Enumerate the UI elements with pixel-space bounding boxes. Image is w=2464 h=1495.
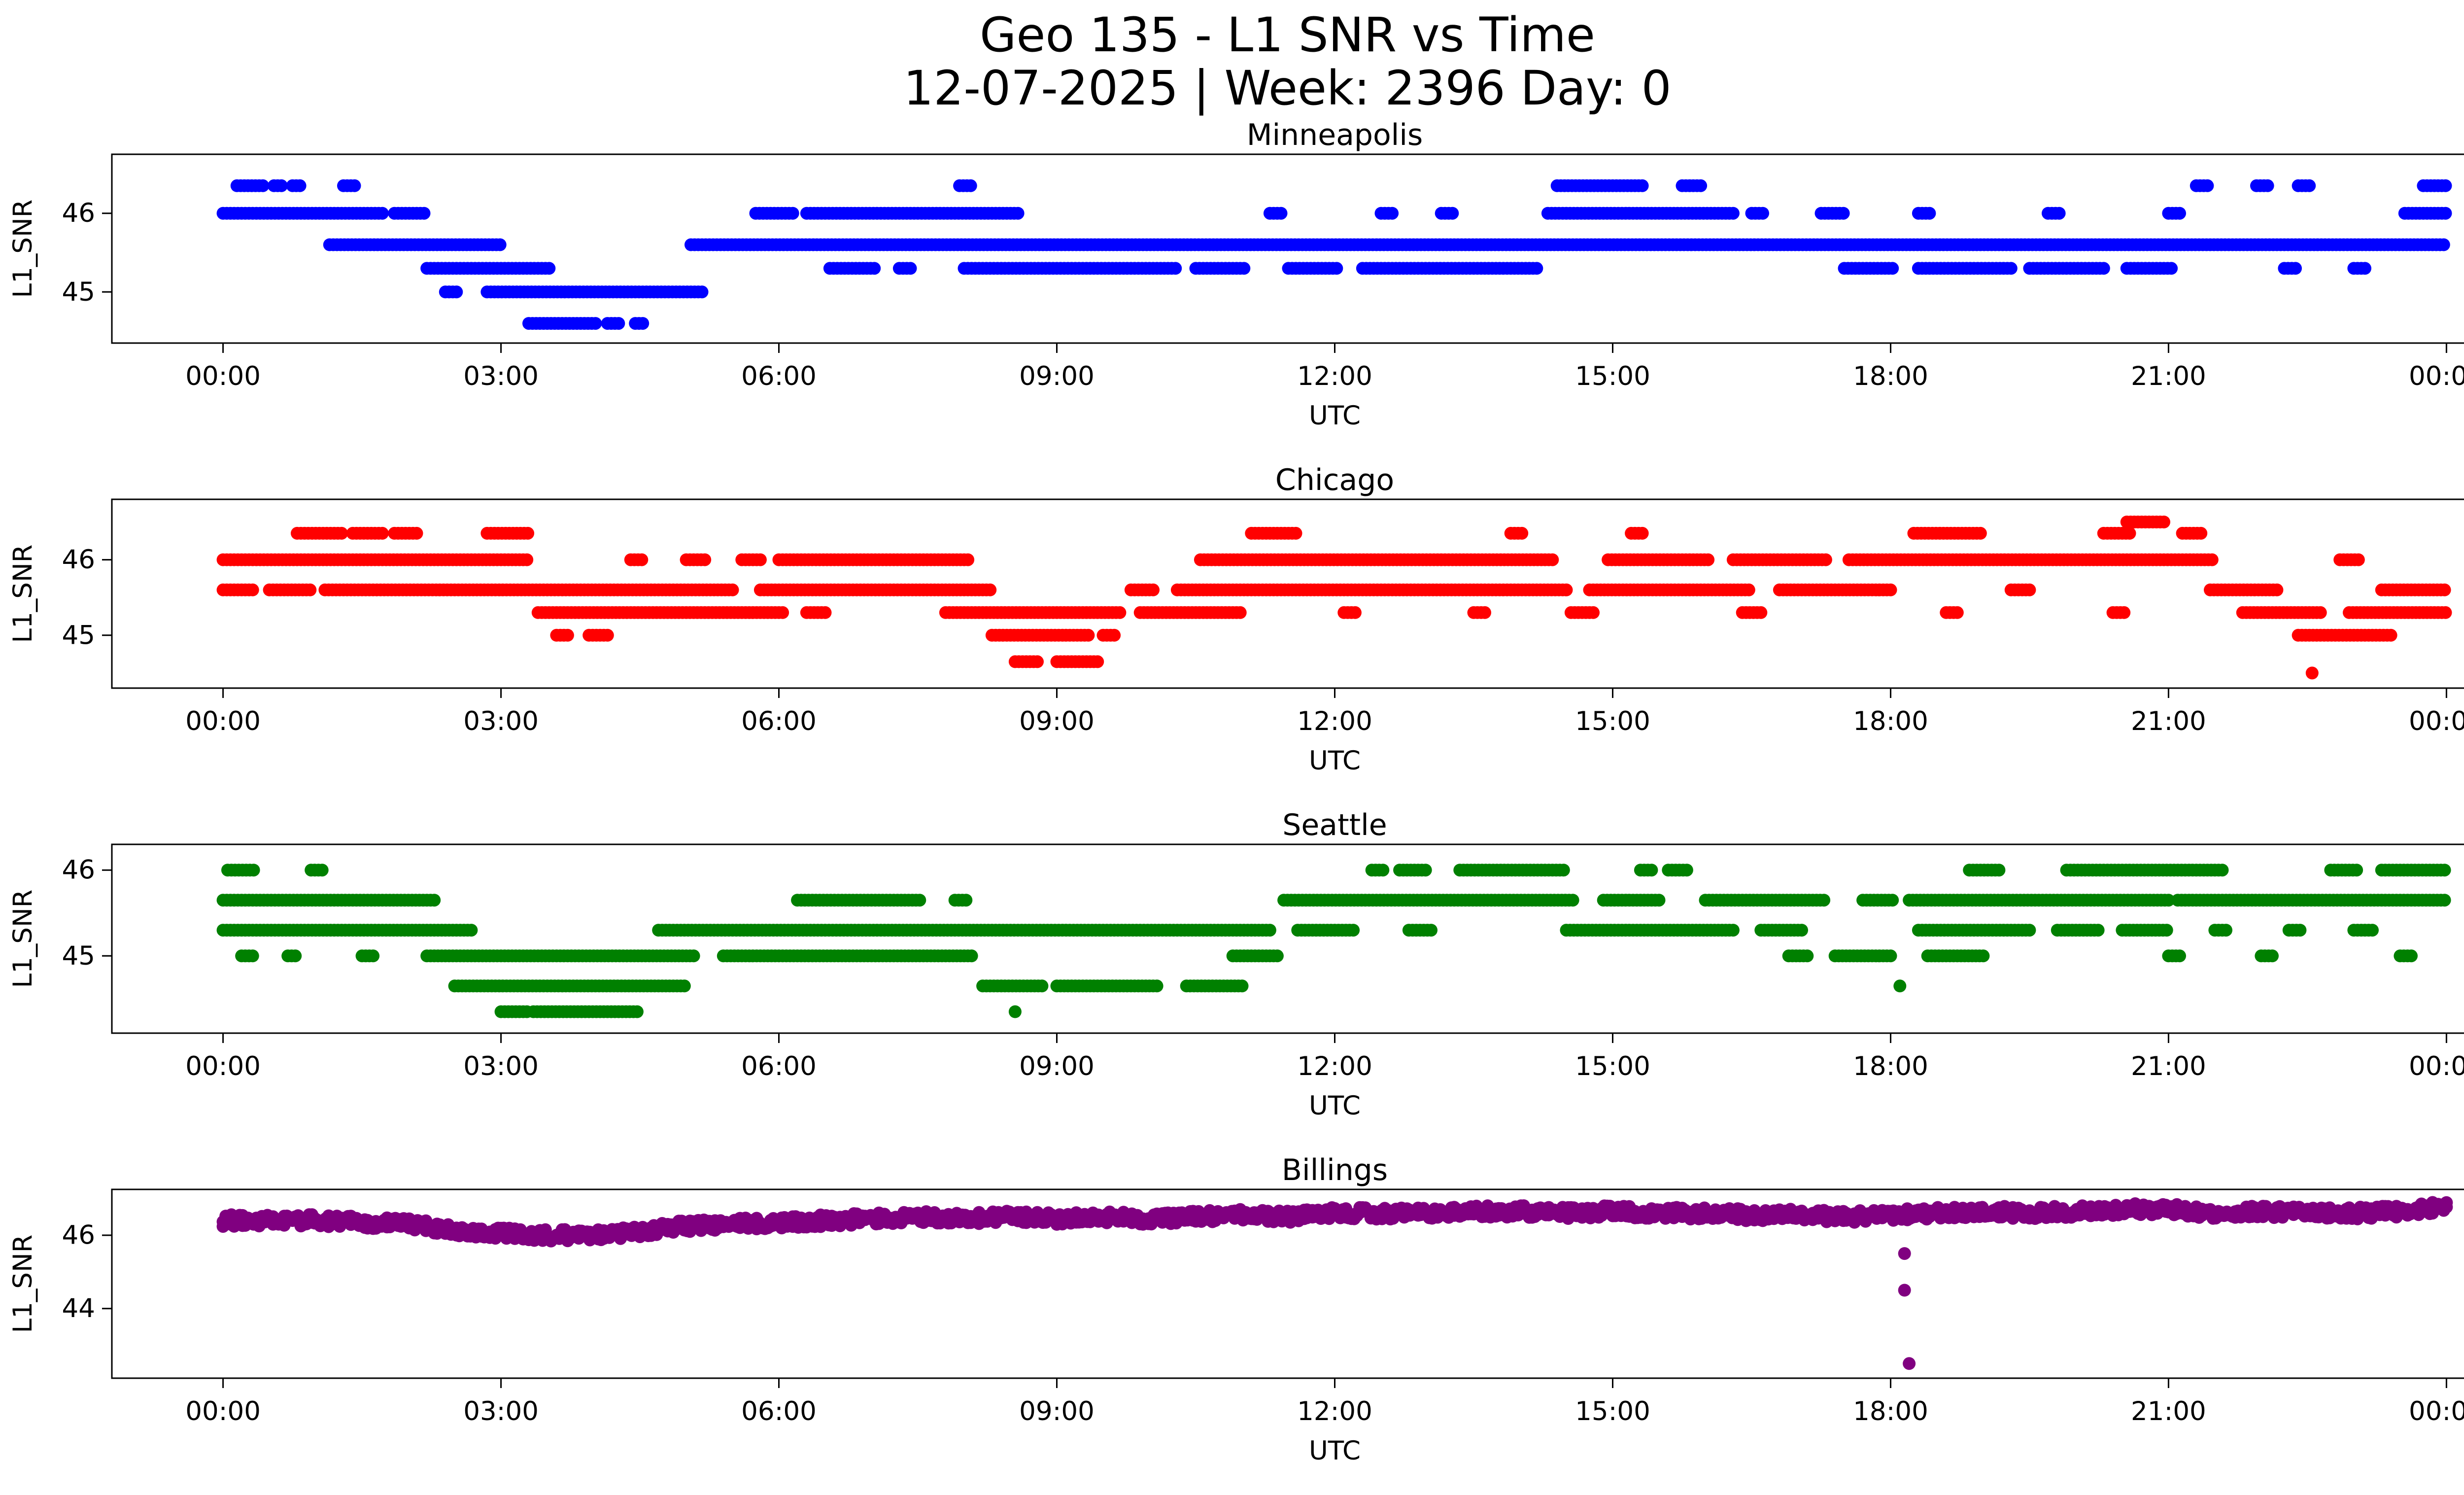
svg-text:15:00: 15:00 [1575,361,1650,391]
svg-text:15:00: 15:00 [1575,706,1650,736]
subplot-title-billings: Billings [1281,1153,1388,1188]
svg-text:00:00: 00:00 [185,706,261,736]
svg-text:UTC: UTC [1309,746,1361,776]
svg-text:18:00: 18:00 [1853,1051,1928,1081]
svg-text:45: 45 [62,620,95,650]
minneapolis-plot-canvas: 00:00 03:00 06:00 09:00 12:00 15:00 18:00 21:00… [8,153,2464,431]
svg-text:46: 46 [62,545,95,575]
svg-text:46: 46 [62,198,95,228]
svg-text:46: 46 [62,855,95,885]
svg-text:06:00: 06:00 [741,1051,817,1081]
svg-text:45: 45 [62,277,95,307]
subplot-minneapolis: 00:00 03:00 06:00 09:00 12:00 15:00 18:00 21:00… [0,115,2464,460]
svg-text:12:00: 12:00 [1297,706,1372,736]
svg-text:09:00: 09:00 [1019,706,1095,736]
svg-text:12:00: 12:00 [1297,361,1372,391]
figure-header: Geo 135 - L1 SNR vs Time 12-07-2025 | We… [0,0,2464,115]
subplot-title-seattle: Seattle [1282,808,1387,843]
svg-text:03:00: 03:00 [463,361,539,391]
svg-text:21:00: 21:00 [2131,361,2206,391]
subplot-title-minneapolis: Minneapolis [1246,118,1423,153]
svg-text:UTC: UTC [1309,1091,1361,1121]
svg-text:UTC: UTC [1309,401,1361,431]
svg-text:06:00: 06:00 [741,706,817,736]
svg-text:06:00: 06:00 [741,361,817,391]
figure-title: Geo 135 - L1 SNR vs Time [980,7,1595,63]
svg-text:03:00: 03:00 [463,706,539,736]
figure-subtitle: 12-07-2025 | Week: 2396 Day: 0 [903,60,1672,116]
svg-text:L1_SNR: L1_SNR [8,200,38,298]
svg-text:21:00: 21:00 [2131,1051,2206,1081]
seattle-plot-canvas: 00:00 03:00 06:00 09:00 12:00 15:00 18:00 21:00… [8,843,2464,1121]
svg-text:00:00: 00:00 [2409,361,2464,391]
svg-text:15:00: 15:00 [1575,1051,1650,1081]
svg-text:L1_SNR: L1_SNR [8,890,38,988]
svg-text:00:00: 00:00 [2409,1051,2464,1081]
svg-text:45: 45 [62,941,95,971]
svg-text:09:00: 09:00 [1019,361,1095,391]
svg-text:00:00: 00:00 [185,1051,261,1081]
svg-text:00:00: 00:00 [185,361,261,391]
svg-text:L1_SNR: L1_SNR [8,545,38,643]
chicago-plot-canvas: 00:00 03:00 06:00 09:00 12:00 15:00 18:00 21:00… [8,498,2464,776]
svg-text:09:00: 09:00 [1019,1051,1095,1081]
svg-text:03:00: 03:00 [463,1051,539,1081]
svg-text:18:00: 18:00 [1853,361,1928,391]
subplot-billings: 00:00 03:00 06:00 09:00 12:00 15:00 18:00 21:00… [0,1150,2464,1495]
billings-plot-canvas: 00:00 03:00 06:00 09:00 12:00 15:00 18:00 21:00… [8,1188,2464,1466]
subplot-title-chicago: Chicago [1275,463,1395,498]
svg-text:21:00: 21:00 [2131,706,2206,736]
subplot-seattle: 00:00 03:00 06:00 09:00 12:00 15:00 18:00 21:00… [0,805,2464,1150]
svg-text:00:00: 00:00 [2409,706,2464,736]
subplot-chicago: 00:00 03:00 06:00 09:00 12:00 15:00 18:00 21:00… [0,460,2464,805]
svg-text:12:00: 12:00 [1297,1051,1372,1081]
svg-text:18:00: 18:00 [1853,706,1928,736]
